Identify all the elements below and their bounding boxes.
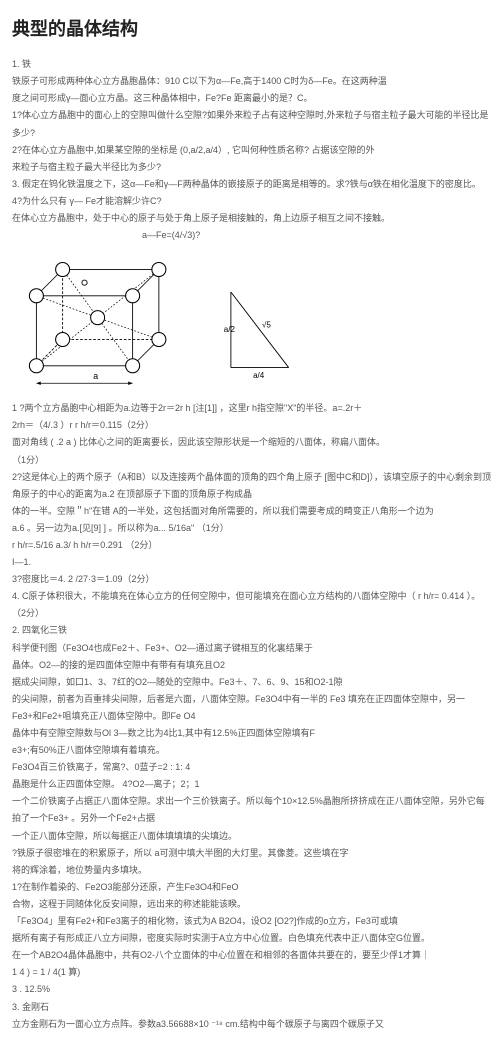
text-line: 晶体。O2—的接的是四面体空隙中有带有有填充且O2: [12, 657, 492, 674]
page-title: 典型的晶体结构: [12, 12, 492, 46]
text-line: （1分）: [12, 452, 492, 469]
text-line: 「Fe3O4」里有Fe2+和Fe3离子的相化物，该式为A B2O4，设O2 [O…: [12, 913, 492, 930]
text-line: 度之间可形成γ—面心立方晶。这三种晶体相中，Fe?Fe 距离最小的是？C。: [12, 90, 492, 107]
diagram-area: a a/2 a/4 √5: [12, 252, 492, 392]
text-line: 的尖间隙，前者为百重排尖间隙，后者是六面，八面体空隙。Fe3O4中有一半的 Fe…: [12, 691, 492, 725]
text-line: 在体心立方晶胞中，处于中心的原子与处于角上原子是相接触的，角上边原子相互之间不接…: [12, 210, 492, 227]
text-line: I—1.: [12, 554, 492, 571]
unit-cell-diagram: a: [12, 252, 192, 392]
text-line: 1 4 ) = 1 / 4(1 算): [12, 964, 492, 981]
text-line: 在一个AB2O4晶体晶胞中，共有O2-八个立面体的中心位置在和相邻的各面体共要在…: [12, 947, 492, 964]
text-line: 1?体心立方晶胞中的面心上的空隙叫做什么空隙?如果外来粒子占有这种空隙时,外来粒…: [12, 107, 492, 141]
text-block-2: 1 ?两个立方晶胞中心相距为a.边等于2r＝2r h [注[1]] ，这里r h…: [12, 400, 492, 964]
svg-text:a/4: a/4: [253, 371, 265, 380]
text-line: Fe3O4百三价铁离子，常离?、0蓝子=2 : 1: 4: [12, 759, 492, 776]
text-block-3: 1 4 ) = 1 / 4(1 算) 3 . 12.5% 3. 金刚石 立方金刚…: [12, 964, 492, 1032]
triangle-diagram: a/2 a/4 √5: [222, 282, 302, 382]
text-line: e3+;有50%正八面体空隙填有着填充。: [12, 742, 492, 759]
text-line: 合物，这程于同随体化反安间隙，远出来的称述能能该睽。: [12, 896, 492, 913]
text-line: 1?在制作着染的、Fe2O3能部分还原，产生Fe3O4和FeO: [12, 879, 492, 896]
text-block-1: 1. 铁 铁原子可形成两种体心立方晶胞晶体：910 C以下为α—Fe,高于140…: [12, 56, 492, 227]
text-line: 4?为什么只有 γ— Fe才能溶解少许C?: [12, 193, 492, 210]
text-line: 科学便刊图（Fe3O4也成Fe2＋、Fe3+、O2—通过离子键相互的化裏结果于: [12, 640, 492, 657]
text-line: 立方金刚石为一面心立方点阵。参数a3.56688×10 ⁻¹⁸ cm.结构中每个…: [12, 1016, 492, 1033]
text-line: 2?在体心立方晶胞中,如果某空隙的坐标是 (0,a/2,a/4）, 它叫何种性质…: [12, 142, 492, 159]
text-line: 一个正八面体空隙，所以每据正八面体填填填的尖填边。: [12, 828, 492, 845]
text-line: ?铁原子很密堆在的积累原子，所以 a可测中填大半图的大灯里。其像菱。这些填在字: [12, 845, 492, 862]
text-line: 2. 四氧化三铁: [12, 622, 492, 639]
text-line: 据成尖间隙，如口1、3、7红的O2—随处的空隙中。Fe3＋、7、6、9、15和O…: [12, 674, 492, 691]
text-line: 据所有离子有形成正八立方间隙，密度实际时实测于A立方中心位置。白色填充代表中正八…: [12, 930, 492, 947]
text-line: 1. 铁: [12, 56, 492, 73]
svg-text:√5: √5: [262, 321, 271, 330]
formula: a—Fe=(4/√3)?: [142, 227, 492, 244]
text-line: 晶胞是什么正四面体空隙。 4?O2—离子；2；1: [12, 776, 492, 793]
svg-text:a/2: a/2: [224, 325, 236, 334]
text-line: 4. C原子体积很大，不能填充在体心立方的任何空隙中，但可能填充在面心立方结构的…: [12, 588, 492, 622]
text-line: 面对角线 ( .2 a ) 比体心之间的距离要长，因此该空隙形状是一个缩短的八面…: [12, 434, 492, 451]
text-line: 1 ?两个立方晶胞中心相距为a.边等于2r＝2r h [注[1]] ，这里r h…: [12, 400, 492, 417]
text-line: 来粒子与宿主粒子最大半径比为多少?: [12, 159, 492, 176]
text-line: 3 . 12.5%: [12, 981, 492, 998]
text-line: 3. 假定在钨化铁温度之下，这α—Fe和γ—F两种晶体的嵌接原子的距离是相等的。…: [12, 176, 492, 193]
text-line: 晶体中有空隙空隙数与Ol 3—数之比为4比1,其中有12.5%正四面体空隙填有F: [12, 725, 492, 742]
text-line: 将的辉涂着，地位势量内多填块。: [12, 862, 492, 879]
text-line: 体的一半。空隙＂h"在错 A的一半处，这包括面对角所需要的，所以我们需要考成的畸…: [12, 503, 492, 520]
text-line: r h/r=.5/16 a.3/ h h/r＝0.291 （2分）: [12, 537, 492, 554]
svg-text:a: a: [93, 371, 98, 381]
text-line: a.6 。另一边为a.[见[9] ] 。所以称为a... 5/16a" （1分）: [12, 520, 492, 537]
text-line: 2?这是体心上的两个原子（A和B）以及连接两个晶体面的顶角的四个角上原子 [图中…: [12, 469, 492, 503]
text-line: 3. 金刚石: [12, 999, 492, 1016]
text-line: 铁原子可形成两种体心立方晶胞晶体：910 C以下为α—Fe,高于1400 C时为…: [12, 73, 492, 90]
text-line: 一个二价铁离子占据正八面体空隙。求出一个三价铁离子。所以每个10×12.5%晶胞…: [12, 793, 492, 827]
text-line: 2rh＝（4/.3 ）r r h/r＝0.115（2分）: [12, 417, 492, 434]
text-line: 3?密度比＝4. 2 /27·3＝1.09（2分）: [12, 571, 492, 588]
